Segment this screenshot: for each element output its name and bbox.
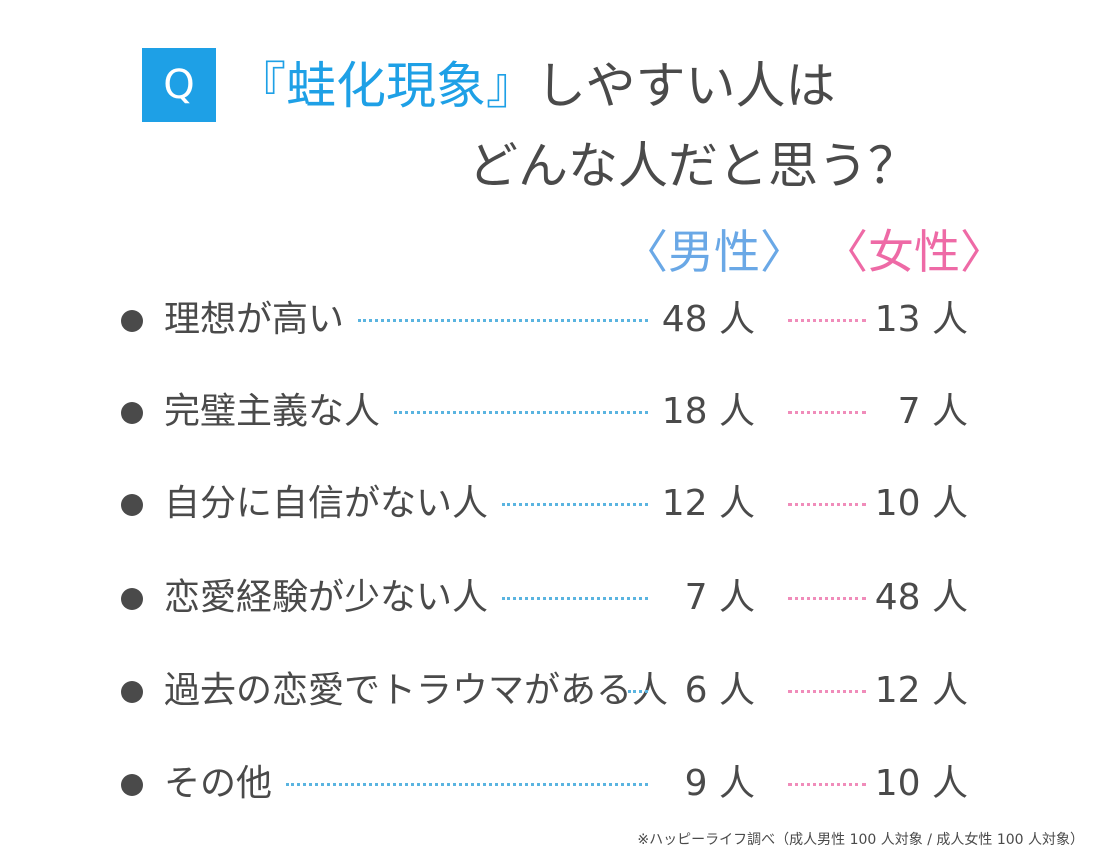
title-highlight: 『蛙化現象』 — [236, 57, 536, 115]
column-header-male: 〈男性〉 — [622, 225, 806, 279]
male-leader-dots — [502, 597, 648, 600]
male-leader-dots — [502, 503, 648, 506]
answer-label: 過去の恋愛でトラウマがある人 — [164, 670, 669, 711]
answer-label: その他 — [164, 763, 273, 804]
female-leader-dots — [788, 411, 866, 414]
list-item: 自分に自信がない人 12 人 10 人 — [0, 474, 1100, 534]
bullet-icon — [121, 494, 143, 516]
female-value: 10 人 — [874, 763, 968, 804]
male-leader-dots — [286, 783, 648, 786]
male-value: 9 人 — [684, 763, 755, 804]
chart-title-line1: 『蛙化現象』しやすい人は — [236, 54, 836, 118]
list-item: 恋愛経験が少ない人 7 人 48 人 — [0, 568, 1100, 628]
answer-label: 自分に自信がない人 — [164, 483, 489, 524]
male-value: 18 人 — [661, 391, 755, 432]
question-badge: Q — [142, 48, 216, 122]
bullet-icon — [121, 774, 143, 796]
list-item: 完璧主義な人 18 人 7 人 — [0, 382, 1100, 442]
female-leader-dots — [788, 690, 866, 693]
female-leader-dots — [788, 783, 866, 786]
male-value: 48 人 — [661, 299, 755, 340]
female-value: 7 人 — [897, 391, 968, 432]
bullet-icon — [121, 402, 143, 424]
male-value: 6 人 — [684, 670, 755, 711]
answer-label: 完璧主義な人 — [164, 391, 381, 432]
male-value: 7 人 — [684, 577, 755, 618]
female-value: 13 人 — [874, 299, 968, 340]
source-footnote: ※ハッピーライフ調べ（成人男性 100 人対象 / 成人女性 100 人対象） — [637, 832, 1084, 848]
bullet-icon — [121, 310, 143, 332]
chart-title-line2: どんな人だと思う？ — [468, 137, 918, 195]
answer-label: 理想が高い — [164, 299, 345, 340]
list-item: 過去の恋愛でトラウマがある人 6 人 12 人 — [0, 661, 1100, 721]
female-leader-dots — [788, 319, 866, 322]
list-item: その他 9 人 10 人 — [0, 754, 1100, 814]
male-leader-dots — [358, 319, 648, 322]
title-rest: しやすい人は — [536, 57, 836, 115]
list-item: 理想が高い 48 人 13 人 — [0, 290, 1100, 350]
female-leader-dots — [788, 597, 866, 600]
column-header-female: 〈女性〉 — [822, 225, 1006, 279]
male-value: 12 人 — [661, 483, 755, 524]
female-value: 10 人 — [874, 483, 968, 524]
male-leader-dots — [628, 690, 648, 693]
female-leader-dots — [788, 503, 866, 506]
bullet-icon — [121, 588, 143, 610]
male-leader-dots — [394, 411, 648, 414]
answer-label: 恋愛経験が少ない人 — [164, 577, 489, 618]
female-value: 12 人 — [874, 670, 968, 711]
bullet-icon — [121, 681, 143, 703]
female-value: 48 人 — [874, 577, 968, 618]
